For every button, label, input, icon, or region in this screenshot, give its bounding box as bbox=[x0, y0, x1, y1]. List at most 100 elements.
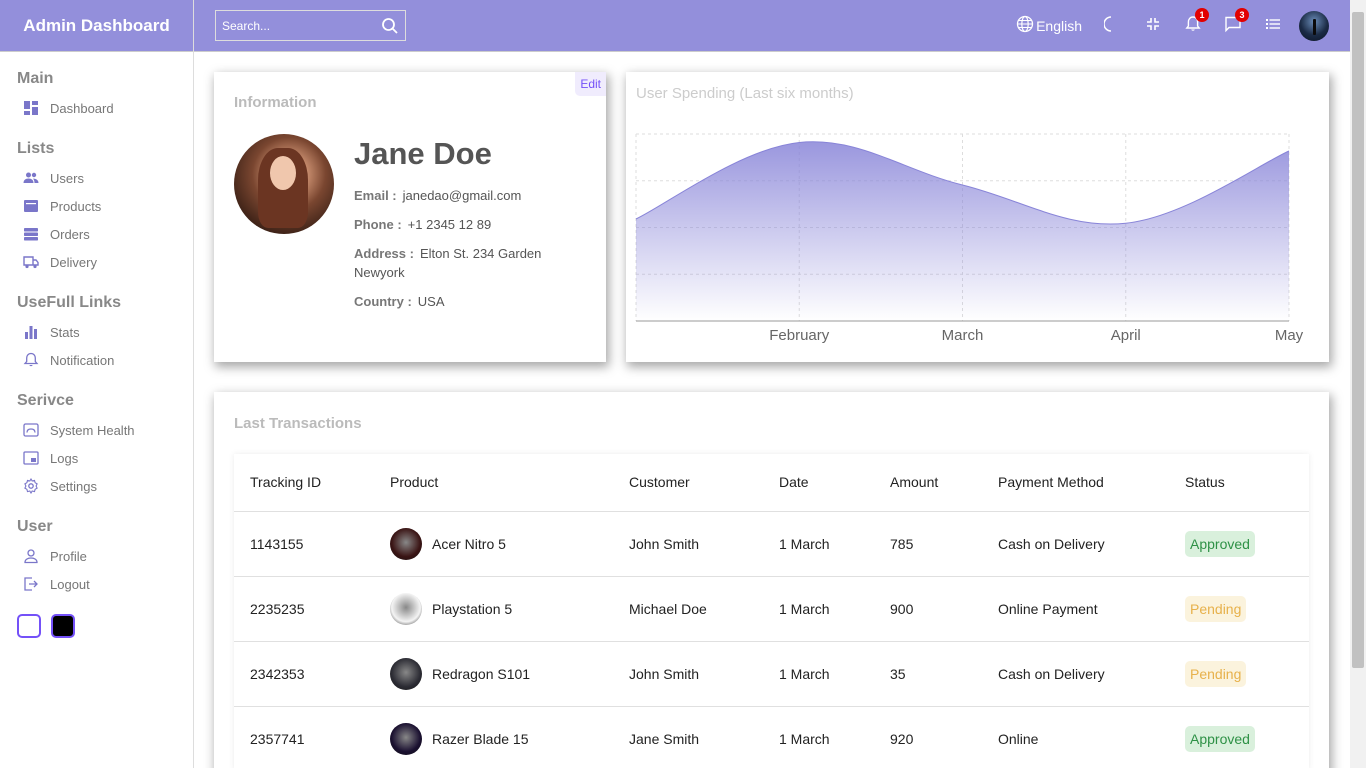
sidebar-item-label: Settings bbox=[50, 478, 97, 494]
address-value: Elton St. 234 Garden Newyork bbox=[354, 246, 542, 280]
list-menu-button[interactable] bbox=[1264, 15, 1282, 36]
country-value: USA bbox=[417, 294, 445, 309]
brand-logo[interactable]: Admin Dashboard bbox=[0, 0, 193, 52]
dark-mode-toggle[interactable] bbox=[1103, 15, 1122, 36]
x-axis-ticks: February March April May bbox=[769, 327, 1303, 344]
column-header[interactable]: Payment Method bbox=[982, 454, 1169, 512]
product-cell: Razer Blade 15 bbox=[374, 706, 613, 768]
stats-icon bbox=[23, 324, 39, 340]
notifications-counter: 1 bbox=[1195, 8, 1209, 22]
sidebar-item-dashboard[interactable]: Dashboard bbox=[17, 94, 176, 122]
product-image bbox=[390, 527, 422, 560]
column-header[interactable]: Product bbox=[374, 454, 613, 512]
tracking-id-cell: 2342353 bbox=[234, 641, 374, 707]
sidebar-item-label: Users bbox=[50, 170, 84, 186]
language-label: English bbox=[1036, 17, 1082, 34]
sidebar-item-profile[interactable]: Profile bbox=[17, 542, 176, 570]
chart-title: User Spending (Last six months) bbox=[636, 85, 854, 102]
transactions-table-wrap: Tracking ID Product Customer Date Amount… bbox=[234, 454, 1309, 768]
products-icon bbox=[23, 198, 39, 214]
user-avatar[interactable] bbox=[1299, 10, 1329, 41]
table-row[interactable]: 2235235 Playstation 5 Michael Doe 1 March 90… bbox=[234, 576, 1309, 642]
sidebar-section-title: UseFull Links bbox=[17, 294, 122, 311]
table-row[interactable]: 2342353 Redragon S101 John Smith 1 March 35 C… bbox=[234, 641, 1309, 707]
sidebar-item-settings[interactable]: Settings bbox=[17, 472, 176, 500]
table-row[interactable]: 1143155 Acer Nitro 5 John Smith 1 March 785 C… bbox=[234, 511, 1309, 577]
payment-method-cell: Cash on Delivery bbox=[982, 641, 1169, 707]
moon-icon bbox=[1103, 15, 1122, 36]
column-header[interactable]: Amount bbox=[874, 454, 982, 512]
users-icon bbox=[23, 170, 39, 186]
theme-light-option[interactable] bbox=[17, 614, 41, 638]
page-scrollbar[interactable] bbox=[1350, 0, 1366, 768]
globe-icon bbox=[1016, 15, 1034, 36]
edit-button[interactable]: Edit bbox=[575, 72, 606, 96]
customer-cell: Jane Smith bbox=[613, 706, 763, 768]
phone-row: Phone : +1 2345 12 89 bbox=[354, 215, 586, 234]
sidebar-item-label: Logs bbox=[50, 450, 79, 466]
fullscreen-exit-icon bbox=[1144, 15, 1162, 36]
status-cell: Approved bbox=[1169, 706, 1309, 768]
sidebar-item-delivery[interactable]: Delivery bbox=[17, 248, 176, 276]
transactions-table: Tracking ID Product Customer Date Amount… bbox=[234, 454, 1309, 768]
sidebar-item-users[interactable]: Users bbox=[17, 164, 176, 192]
column-header[interactable]: Tracking ID bbox=[234, 454, 374, 512]
sidebar-item-products[interactable]: Products bbox=[17, 192, 176, 220]
search-icon[interactable] bbox=[381, 17, 399, 35]
system-health-icon bbox=[23, 422, 39, 438]
product-name: Redragon S101 bbox=[432, 665, 531, 682]
sidebar-item-label: Notification bbox=[50, 352, 115, 368]
payment-method-cell: Online Payment bbox=[982, 576, 1169, 642]
product-cell: Acer Nitro 5 bbox=[374, 511, 613, 577]
logs-icon bbox=[23, 450, 39, 466]
date-cell: 1 March bbox=[763, 641, 874, 707]
email-value: janedao@gmail.com bbox=[402, 188, 522, 203]
information-title: Information bbox=[234, 94, 317, 111]
sidebar-section-title: User bbox=[17, 518, 53, 535]
sidebar-item-label: System Health bbox=[50, 422, 135, 438]
amount-cell: 35 bbox=[874, 641, 982, 707]
transactions-card: Last Transactions Tracking ID Product Cu… bbox=[214, 392, 1329, 768]
email-row: Email : janedao@gmail.com bbox=[354, 186, 586, 205]
theme-dark-option[interactable] bbox=[51, 614, 75, 638]
sidebar-item-label: Profile bbox=[50, 548, 87, 564]
navbar: English 1 3 bbox=[194, 0, 1350, 52]
customer-cell: Michael Doe bbox=[613, 576, 763, 642]
column-header[interactable]: Status bbox=[1169, 454, 1309, 512]
address-row: Address : Elton St. 234 Garden Newyork bbox=[354, 244, 586, 282]
date-cell: 1 March bbox=[763, 706, 874, 768]
profile-details: Jane Doe Email : janedao@gmail.com Phone … bbox=[354, 136, 586, 321]
x-tick-label: April bbox=[1111, 327, 1141, 344]
status-badge: Pending bbox=[1185, 660, 1247, 687]
tracking-id-cell: 2235235 bbox=[234, 576, 374, 642]
product-image bbox=[390, 722, 422, 755]
phone-value: +1 2345 12 89 bbox=[407, 217, 492, 232]
language-selector[interactable]: English bbox=[1016, 15, 1082, 36]
profile-image bbox=[234, 134, 334, 234]
sidebar-item-label: Stats bbox=[50, 324, 80, 340]
sidebar-item-label: Dashboard bbox=[50, 100, 114, 116]
sidebar-item-stats[interactable]: Stats bbox=[17, 318, 176, 346]
scrollbar-thumb[interactable] bbox=[1352, 12, 1364, 668]
amount-cell: 920 bbox=[874, 706, 982, 768]
column-header[interactable]: Customer bbox=[613, 454, 763, 512]
notifications-button[interactable]: 1 bbox=[1184, 8, 1209, 36]
sidebar-item-orders[interactable]: Orders bbox=[17, 220, 176, 248]
sidebar-item-notification[interactable]: Notification bbox=[17, 346, 176, 374]
sidebar-section-title: Lists bbox=[17, 140, 55, 157]
tracking-id-cell: 1143155 bbox=[234, 511, 374, 577]
search-input[interactable] bbox=[222, 18, 381, 33]
sidebar-section-title: Serivce bbox=[17, 392, 74, 409]
customer-cell: John Smith bbox=[613, 511, 763, 577]
messages-button[interactable]: 3 bbox=[1224, 8, 1249, 36]
sidebar-item-label: Products bbox=[50, 198, 102, 214]
sidebar-item-system-health[interactable]: System Health bbox=[17, 416, 176, 444]
column-header[interactable]: Date bbox=[763, 454, 874, 512]
notification-icon bbox=[23, 352, 39, 368]
table-row[interactable]: 2357741 Razer Blade 15 Jane Smith 1 March 92… bbox=[234, 706, 1309, 768]
sidebar-item-logs[interactable]: Logs bbox=[17, 444, 176, 472]
sidebar: Admin Dashboard Main Dashboard Lists Use… bbox=[0, 0, 194, 768]
sidebar-item-logout[interactable]: Logout bbox=[17, 570, 176, 598]
fullscreen-toggle[interactable] bbox=[1144, 15, 1162, 36]
